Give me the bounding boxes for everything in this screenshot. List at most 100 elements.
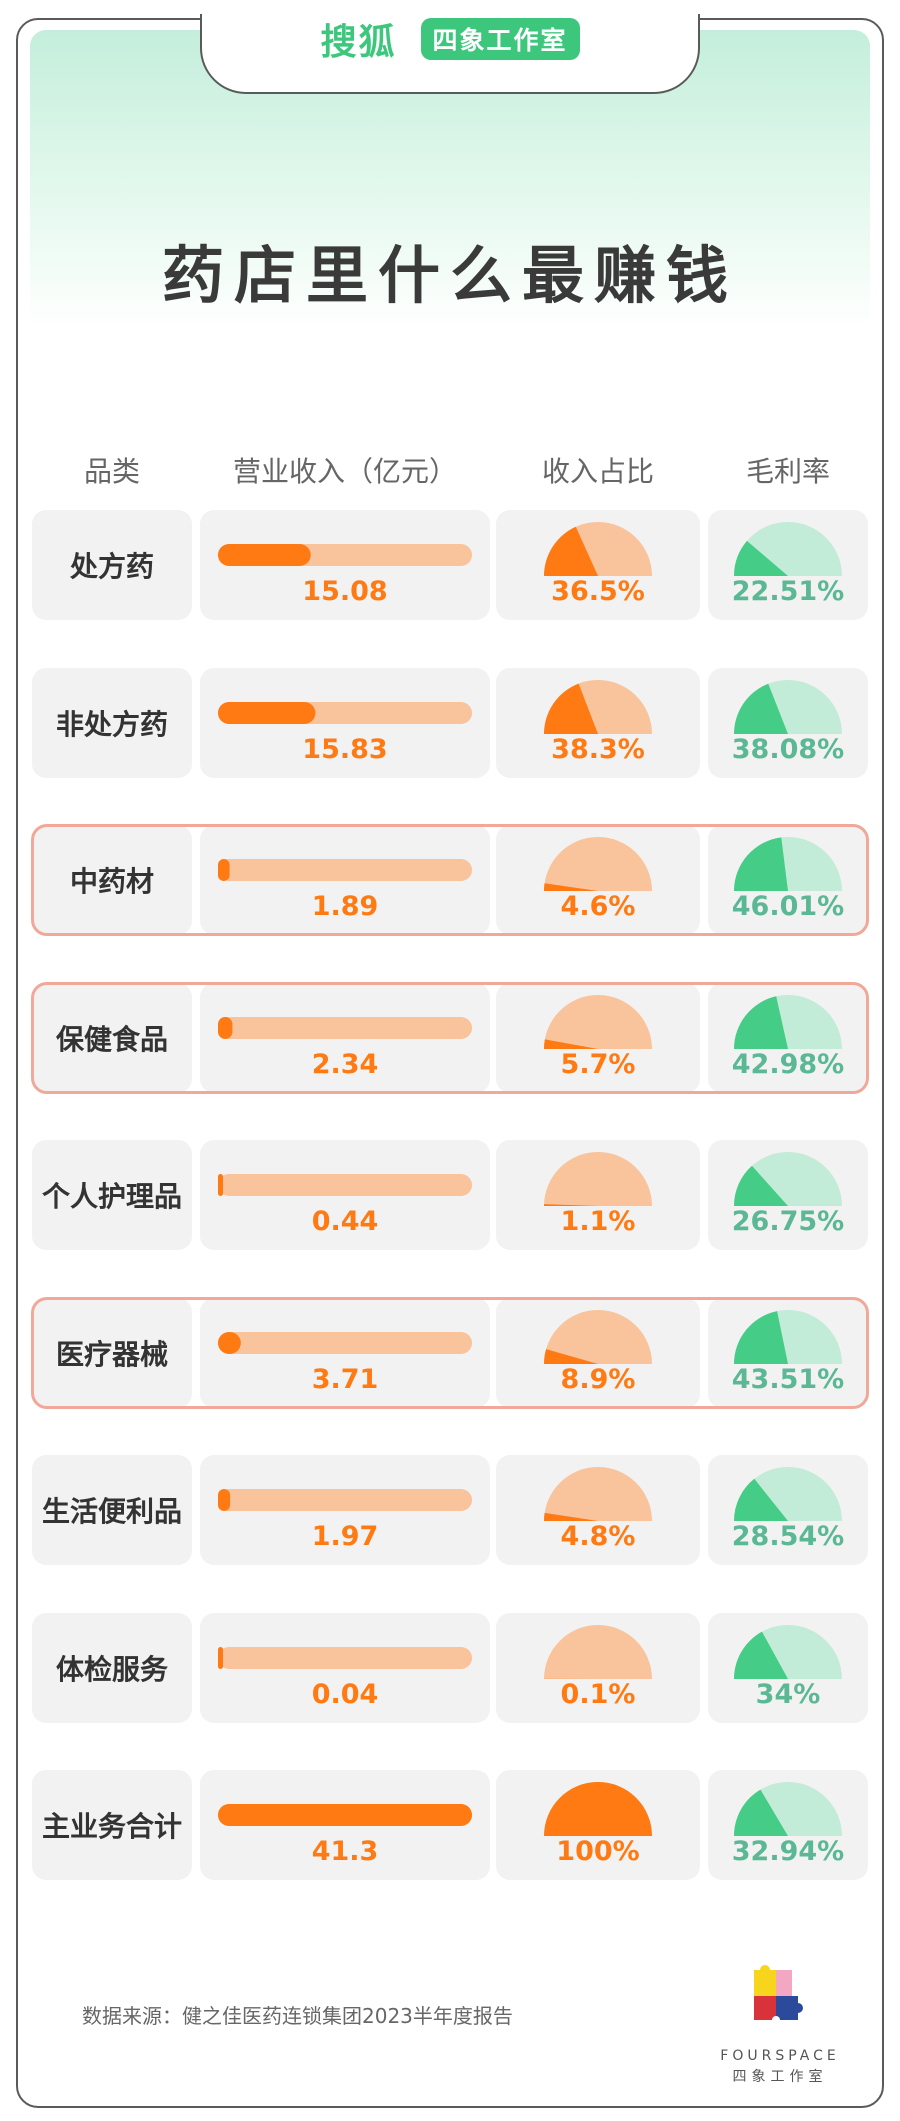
revenue-bar (218, 1489, 472, 1511)
share-gauge-track (544, 1624, 652, 1679)
revenue-bar (218, 1646, 472, 1669)
brand-sohu-logo: 搜狐 (320, 22, 397, 63)
share-gauge-slice (544, 1348, 598, 1364)
share-value: 0.1% (560, 1678, 636, 1710)
revenue-bar-track (218, 1646, 472, 1669)
margin-gauge-slice (734, 1789, 788, 1836)
share-gauge-track (544, 1152, 652, 1206)
margin-gauge (734, 522, 842, 576)
margin-value: 43.51% (731, 1363, 845, 1395)
category-cell: 中药材 (32, 825, 192, 935)
revenue-bar (218, 1174, 472, 1196)
margin-cell: 32.94% (708, 1770, 868, 1880)
margin-cell: 26.75% (708, 1140, 868, 1250)
category-cell: 个人护理品 (32, 1140, 192, 1250)
margin-value: 22.51% (731, 576, 845, 607)
logo-wordmark: FOURSPACE (720, 2048, 840, 2064)
share-gauge-track (544, 1309, 652, 1364)
revenue-cell: 2.34 (200, 982, 490, 1093)
margin-gauge (734, 1152, 842, 1206)
margin-value: 38.08% (731, 733, 845, 765)
revenue-bar-fill (218, 1646, 223, 1669)
revenue-bar (218, 1016, 472, 1039)
share-gauge (544, 994, 652, 1049)
category-label: 处方药 (69, 550, 154, 583)
header-category: 品类 (83, 455, 140, 488)
revenue-value: 2.34 (311, 1048, 379, 1080)
margin-gauge (734, 1467, 842, 1521)
margin-gauge-slice (734, 1478, 788, 1521)
margin-value: 42.98% (731, 1048, 845, 1080)
revenue-bar-track (218, 1174, 472, 1196)
revenue-bar-track (218, 1331, 472, 1354)
share-gauge-slice (544, 1782, 652, 1836)
category-label: 保健食品 (55, 1022, 168, 1056)
row-highlight (31, 981, 869, 1094)
share-gauge (544, 522, 652, 576)
revenue-cell: 15.08 (200, 510, 490, 620)
share-value: 1.1% (560, 1206, 636, 1237)
share-gauge-slice (544, 1038, 598, 1049)
revenue-cell: 1.97 (200, 1455, 490, 1565)
category-label: 主业务合计 (41, 1810, 182, 1843)
category-label: 中药材 (69, 865, 154, 898)
revenue-bar (218, 701, 472, 724)
margin-gauge (734, 837, 842, 891)
margin-gauge (734, 1782, 842, 1836)
share-value: 8.9% (560, 1363, 636, 1395)
page-title: 药店里什么最赚钱 (161, 239, 738, 312)
revenue-cell: 15.83 (200, 667, 490, 778)
category-cell: 非处方药 (32, 667, 192, 778)
margin-gauge-slice (734, 1165, 788, 1206)
margin-gauge-slice (734, 837, 788, 891)
revenue-bar (218, 1331, 472, 1354)
brand-bar: 搜狐 四象工作室 (0, 16, 900, 63)
revenue-bar-fill (218, 701, 316, 724)
share-cell: 5.7% (496, 982, 700, 1093)
share-value: 4.6% (560, 891, 636, 922)
share-value: 36.5% (551, 576, 645, 607)
margin-cell: 43.51% (708, 1297, 868, 1408)
category-cell: 保健食品 (32, 982, 192, 1093)
share-gauge (544, 837, 652, 891)
margin-cell: 38.08% (708, 667, 868, 778)
revenue-value: 0.44 (311, 1206, 379, 1237)
category-label: 个人护理品 (41, 1180, 182, 1213)
foursapce-logo: FOURSPACE 四象工作室 (710, 1960, 850, 2085)
margin-cell: 28.54% (708, 1455, 868, 1565)
margin-value: 26.75% (731, 1206, 845, 1237)
margin-gauge-slice (734, 1631, 788, 1679)
revenue-bar-track (218, 1016, 472, 1039)
share-gauge-slice (543, 1204, 598, 1206)
revenue-cell: 0.44 (200, 1140, 490, 1250)
category-label: 生活便利品 (41, 1495, 182, 1528)
category-label: 非处方药 (55, 707, 168, 741)
margin-value: 46.01% (731, 891, 845, 922)
share-gauge-slice (544, 526, 598, 576)
margin-gauge-slice (734, 540, 788, 576)
revenue-value: 3.71 (311, 1363, 379, 1395)
margin-gauge (734, 679, 842, 734)
margin-gauge-slice (734, 683, 788, 734)
share-cell: 1.1% (496, 1140, 700, 1250)
category-cell: 体检服务 (32, 1612, 192, 1723)
share-gauge-slice (544, 1512, 598, 1521)
revenue-bar-fill (218, 544, 311, 566)
revenue-bar-fill (218, 1174, 223, 1196)
share-cell: 100% (496, 1770, 700, 1880)
category-cell: 生活便利品 (32, 1455, 192, 1565)
revenue-cell: 0.04 (200, 1612, 490, 1723)
category-label: 体检服务 (55, 1652, 168, 1686)
margin-gauge (734, 994, 842, 1049)
share-gauge-track (544, 1467, 652, 1521)
share-gauge-track (544, 994, 652, 1049)
margin-value: 28.54% (731, 1521, 845, 1552)
revenue-value: 15.08 (302, 576, 388, 607)
category-cell: 主业务合计 (32, 1770, 192, 1880)
share-cell: 36.5% (496, 510, 700, 620)
puzzle-logo-icon (754, 1965, 803, 2024)
share-gauge (543, 1152, 652, 1206)
margin-cell: 22.51% (708, 510, 868, 620)
share-cell: 4.8% (496, 1455, 700, 1565)
margin-cell: 42.98% (708, 982, 868, 1093)
